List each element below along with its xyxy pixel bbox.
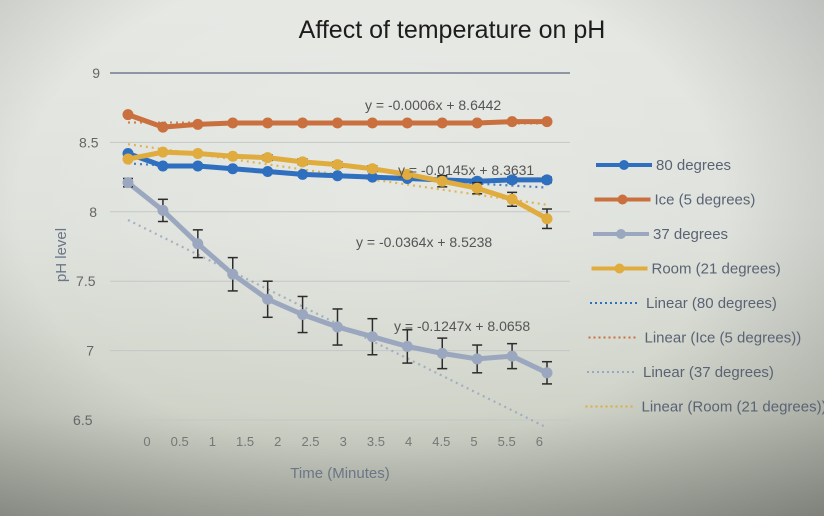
y-tick-label: 7 <box>86 343 94 359</box>
legend-marker <box>614 263 625 274</box>
data-point <box>122 109 134 121</box>
equation-80: y = -0.0145x + 8.3631 <box>398 162 534 178</box>
gridlines <box>110 72 570 421</box>
series-3 <box>122 146 553 230</box>
data-point <box>366 331 378 343</box>
data-point <box>262 293 274 305</box>
data-point <box>506 350 518 362</box>
legend-marker <box>619 160 629 170</box>
data-point <box>366 171 378 183</box>
x-tick-label: 3.5 <box>367 434 385 449</box>
x-tick-label: 6 <box>536 434 543 449</box>
x-tick-label: 2 <box>274 434 281 449</box>
legend-label: Linear (Room (21 degrees)) <box>642 399 824 416</box>
data-point <box>157 146 169 158</box>
x-tick-label: 4.5 <box>432 434 450 449</box>
chart-title: Affect of temperature on pH <box>299 16 606 44</box>
series-0 <box>122 148 553 187</box>
trendline-equations: y = -0.0006x + 8.6442 y = -0.0145x + 8.3… <box>356 97 534 334</box>
legend-label: Linear (37 degrees) <box>643 364 774 381</box>
series-2 <box>122 177 553 385</box>
y-tick-label: 7.5 <box>76 273 96 289</box>
legend-label: Ice (5 degrees) <box>655 192 756 209</box>
data-point <box>541 367 553 379</box>
data-point <box>401 168 413 180</box>
y-axis-ticks: 9 8.5 8 7.5 7 6.5 <box>73 65 100 428</box>
equation-room: y = -0.0364x + 8.5238 <box>356 234 492 250</box>
data-point <box>366 163 378 175</box>
data-point <box>332 170 343 182</box>
data-point <box>157 160 169 172</box>
data-point <box>157 121 169 133</box>
legend-marker <box>617 194 628 205</box>
data-point <box>192 238 204 250</box>
data-point <box>401 340 413 352</box>
data-point <box>297 309 309 321</box>
x-tick-label: 1 <box>209 434 216 449</box>
data-point <box>332 159 343 171</box>
x-tick-label: 0.5 <box>171 434 189 449</box>
equation-ice: y = -0.0006x + 8.6442 <box>365 97 501 113</box>
data-point <box>122 153 134 165</box>
data-point <box>471 353 483 365</box>
data-point <box>506 193 518 205</box>
legend-label: Room (21 degrees) <box>652 261 781 278</box>
x-axis-ticks: 0 0.5 1 1.5 2 2.5 3 3.5 4 4.5 5 5.5 6 <box>143 434 543 449</box>
equation-37: y = -0.1247x + 8.0658 <box>394 318 530 334</box>
data-point <box>506 116 518 128</box>
data-point <box>262 117 274 129</box>
data-point <box>227 150 239 162</box>
y-axis-label: pH level <box>53 228 70 282</box>
x-tick-label: 1.5 <box>236 434 254 449</box>
data-point <box>192 160 204 172</box>
data-point <box>471 182 483 194</box>
x-tick-label: 3 <box>340 434 347 449</box>
data-point <box>227 268 239 280</box>
data-point <box>122 177 134 189</box>
x-tick-label: 5.5 <box>498 434 516 449</box>
data-point <box>332 321 343 333</box>
legend-marker <box>616 229 626 239</box>
legend-label: 80 degrees <box>656 157 731 174</box>
data-point <box>541 174 553 186</box>
data-point <box>262 166 274 178</box>
series-1 <box>122 109 553 133</box>
x-tick-label: 0 <box>143 434 150 449</box>
x-tick-label: 5 <box>470 434 477 449</box>
data-point <box>366 117 378 129</box>
data-point <box>297 168 309 180</box>
data-point <box>297 156 309 168</box>
legend-label: 37 degrees <box>653 226 728 243</box>
legend-label: Linear (80 degrees) <box>646 295 777 312</box>
data-point <box>157 204 169 216</box>
data-point <box>506 174 518 186</box>
data-point <box>192 148 204 160</box>
data-point <box>541 213 553 225</box>
y-tick-label: 8 <box>89 204 97 220</box>
data-point <box>541 116 553 128</box>
data-point <box>436 347 448 359</box>
data-point <box>297 117 309 129</box>
y-tick-label: 9 <box>92 65 100 81</box>
x-tick-label: 2.5 <box>301 434 319 449</box>
data-point <box>262 152 274 164</box>
data-point <box>401 117 413 129</box>
legend-label: Linear (Ice (5 degrees)) <box>645 330 802 347</box>
series-group <box>122 109 553 385</box>
y-tick-label: 6.5 <box>73 412 93 428</box>
data-point <box>471 117 483 129</box>
data-point <box>436 117 448 129</box>
data-point <box>227 117 239 129</box>
data-point <box>227 163 239 175</box>
data-point <box>436 175 448 187</box>
legend: 80 degrees Ice (5 degrees) 37 degrees Room … <box>585 157 824 416</box>
data-point <box>332 117 343 129</box>
y-tick-label: 8.5 <box>79 134 99 150</box>
x-tick-label: 4 <box>405 434 412 449</box>
x-axis-label: Time (Minutes) <box>290 465 389 482</box>
data-point <box>192 118 204 130</box>
